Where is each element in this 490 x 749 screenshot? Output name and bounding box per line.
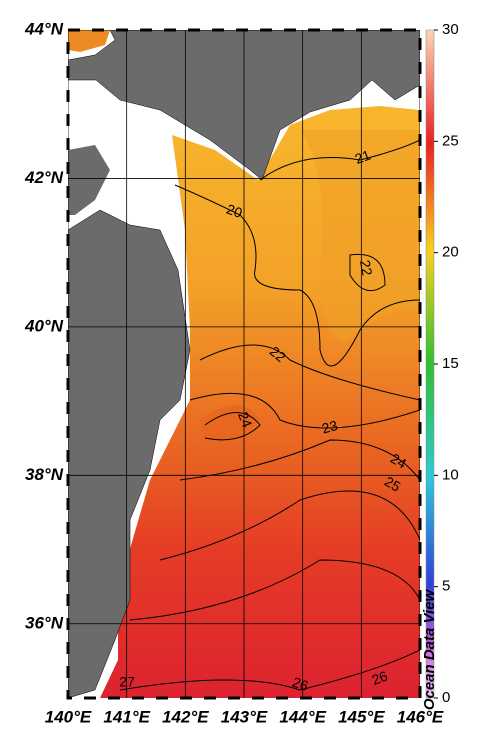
axes: 140°E 141°E 142°E 143°E 144°E 145°E 146°E 36°N 3… (24, 19, 459, 726)
contour-label: 24 (235, 410, 255, 430)
y-tick-label: 38°N (25, 465, 64, 484)
x-tick-label: 143°E (221, 707, 268, 726)
x-tick-label: 141°E (103, 707, 150, 726)
contour-label: 25 (382, 473, 404, 495)
contour-label: 22 (357, 259, 375, 277)
contour-label: 24 (388, 450, 410, 472)
y-tick-label: 44°N (24, 19, 64, 38)
x-tick-label: 140°E (45, 707, 92, 726)
colorbar-tick-label: 20 (442, 244, 459, 261)
colorbar-tick-label: 30 (442, 21, 459, 38)
watermark: Ocean Data View (421, 589, 438, 711)
contour-label: 26 (370, 668, 390, 688)
sea-field (68, 30, 110, 52)
land (68, 145, 110, 215)
y-tick-label: 42°N (24, 168, 64, 187)
x-tick-label: 144°E (279, 707, 326, 726)
colorbar-tick-label: 15 (442, 355, 459, 372)
colorbar-tick-label: 10 (442, 466, 459, 483)
sea-field (300, 130, 420, 343)
contours (119, 139, 420, 691)
colorbar-tick-label: 5 (442, 578, 450, 595)
x-tick-label: 145°E (338, 707, 385, 726)
x-tick-label: 142°E (162, 707, 209, 726)
x-tick-label: 146°E (397, 707, 444, 726)
contour-label: 27 (119, 674, 135, 690)
y-tick-label: 40°N (24, 316, 64, 335)
colorbar-tick-label: 0 (442, 689, 450, 706)
colorbar-tick-label: 25 (442, 132, 459, 149)
frame (66, 28, 422, 700)
y-tick-label: 36°N (25, 613, 64, 632)
contour-label: 20 (224, 201, 244, 221)
contour-label: 23 (320, 417, 339, 437)
contour-label: 21 (353, 147, 373, 167)
contour-label: 26 (290, 674, 310, 694)
grid (68, 30, 420, 698)
land (68, 209, 191, 698)
